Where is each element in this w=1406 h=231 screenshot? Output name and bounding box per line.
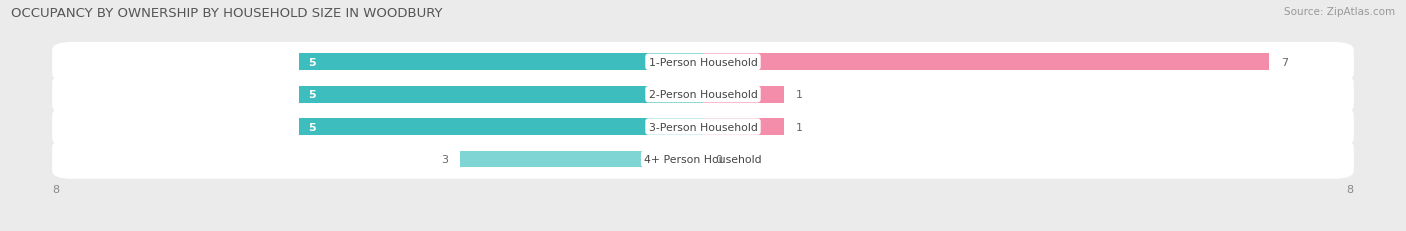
FancyBboxPatch shape bbox=[52, 107, 1354, 147]
Text: 2-Person Household: 2-Person Household bbox=[648, 90, 758, 100]
Text: 3: 3 bbox=[441, 154, 449, 164]
Bar bbox=[298, 54, 703, 71]
Bar bbox=[461, 151, 703, 168]
Text: 5: 5 bbox=[308, 58, 316, 67]
Bar bbox=[298, 119, 703, 135]
Bar bbox=[298, 86, 703, 103]
Bar bbox=[703, 54, 1268, 71]
Text: 0: 0 bbox=[716, 154, 723, 164]
Bar bbox=[703, 86, 785, 103]
Text: 1: 1 bbox=[796, 122, 803, 132]
Text: 7: 7 bbox=[1281, 58, 1288, 67]
Text: OCCUPANCY BY OWNERSHIP BY HOUSEHOLD SIZE IN WOODBURY: OCCUPANCY BY OWNERSHIP BY HOUSEHOLD SIZE… bbox=[11, 7, 443, 20]
Text: 1: 1 bbox=[796, 90, 803, 100]
Text: Source: ZipAtlas.com: Source: ZipAtlas.com bbox=[1284, 7, 1395, 17]
Bar bbox=[703, 119, 785, 135]
Text: 1-Person Household: 1-Person Household bbox=[648, 58, 758, 67]
FancyBboxPatch shape bbox=[52, 43, 1354, 82]
Text: 4+ Person Household: 4+ Person Household bbox=[644, 154, 762, 164]
Text: 3-Person Household: 3-Person Household bbox=[648, 122, 758, 132]
FancyBboxPatch shape bbox=[52, 75, 1354, 115]
Text: 5: 5 bbox=[308, 90, 316, 100]
FancyBboxPatch shape bbox=[52, 140, 1354, 179]
Text: 5: 5 bbox=[308, 122, 316, 132]
